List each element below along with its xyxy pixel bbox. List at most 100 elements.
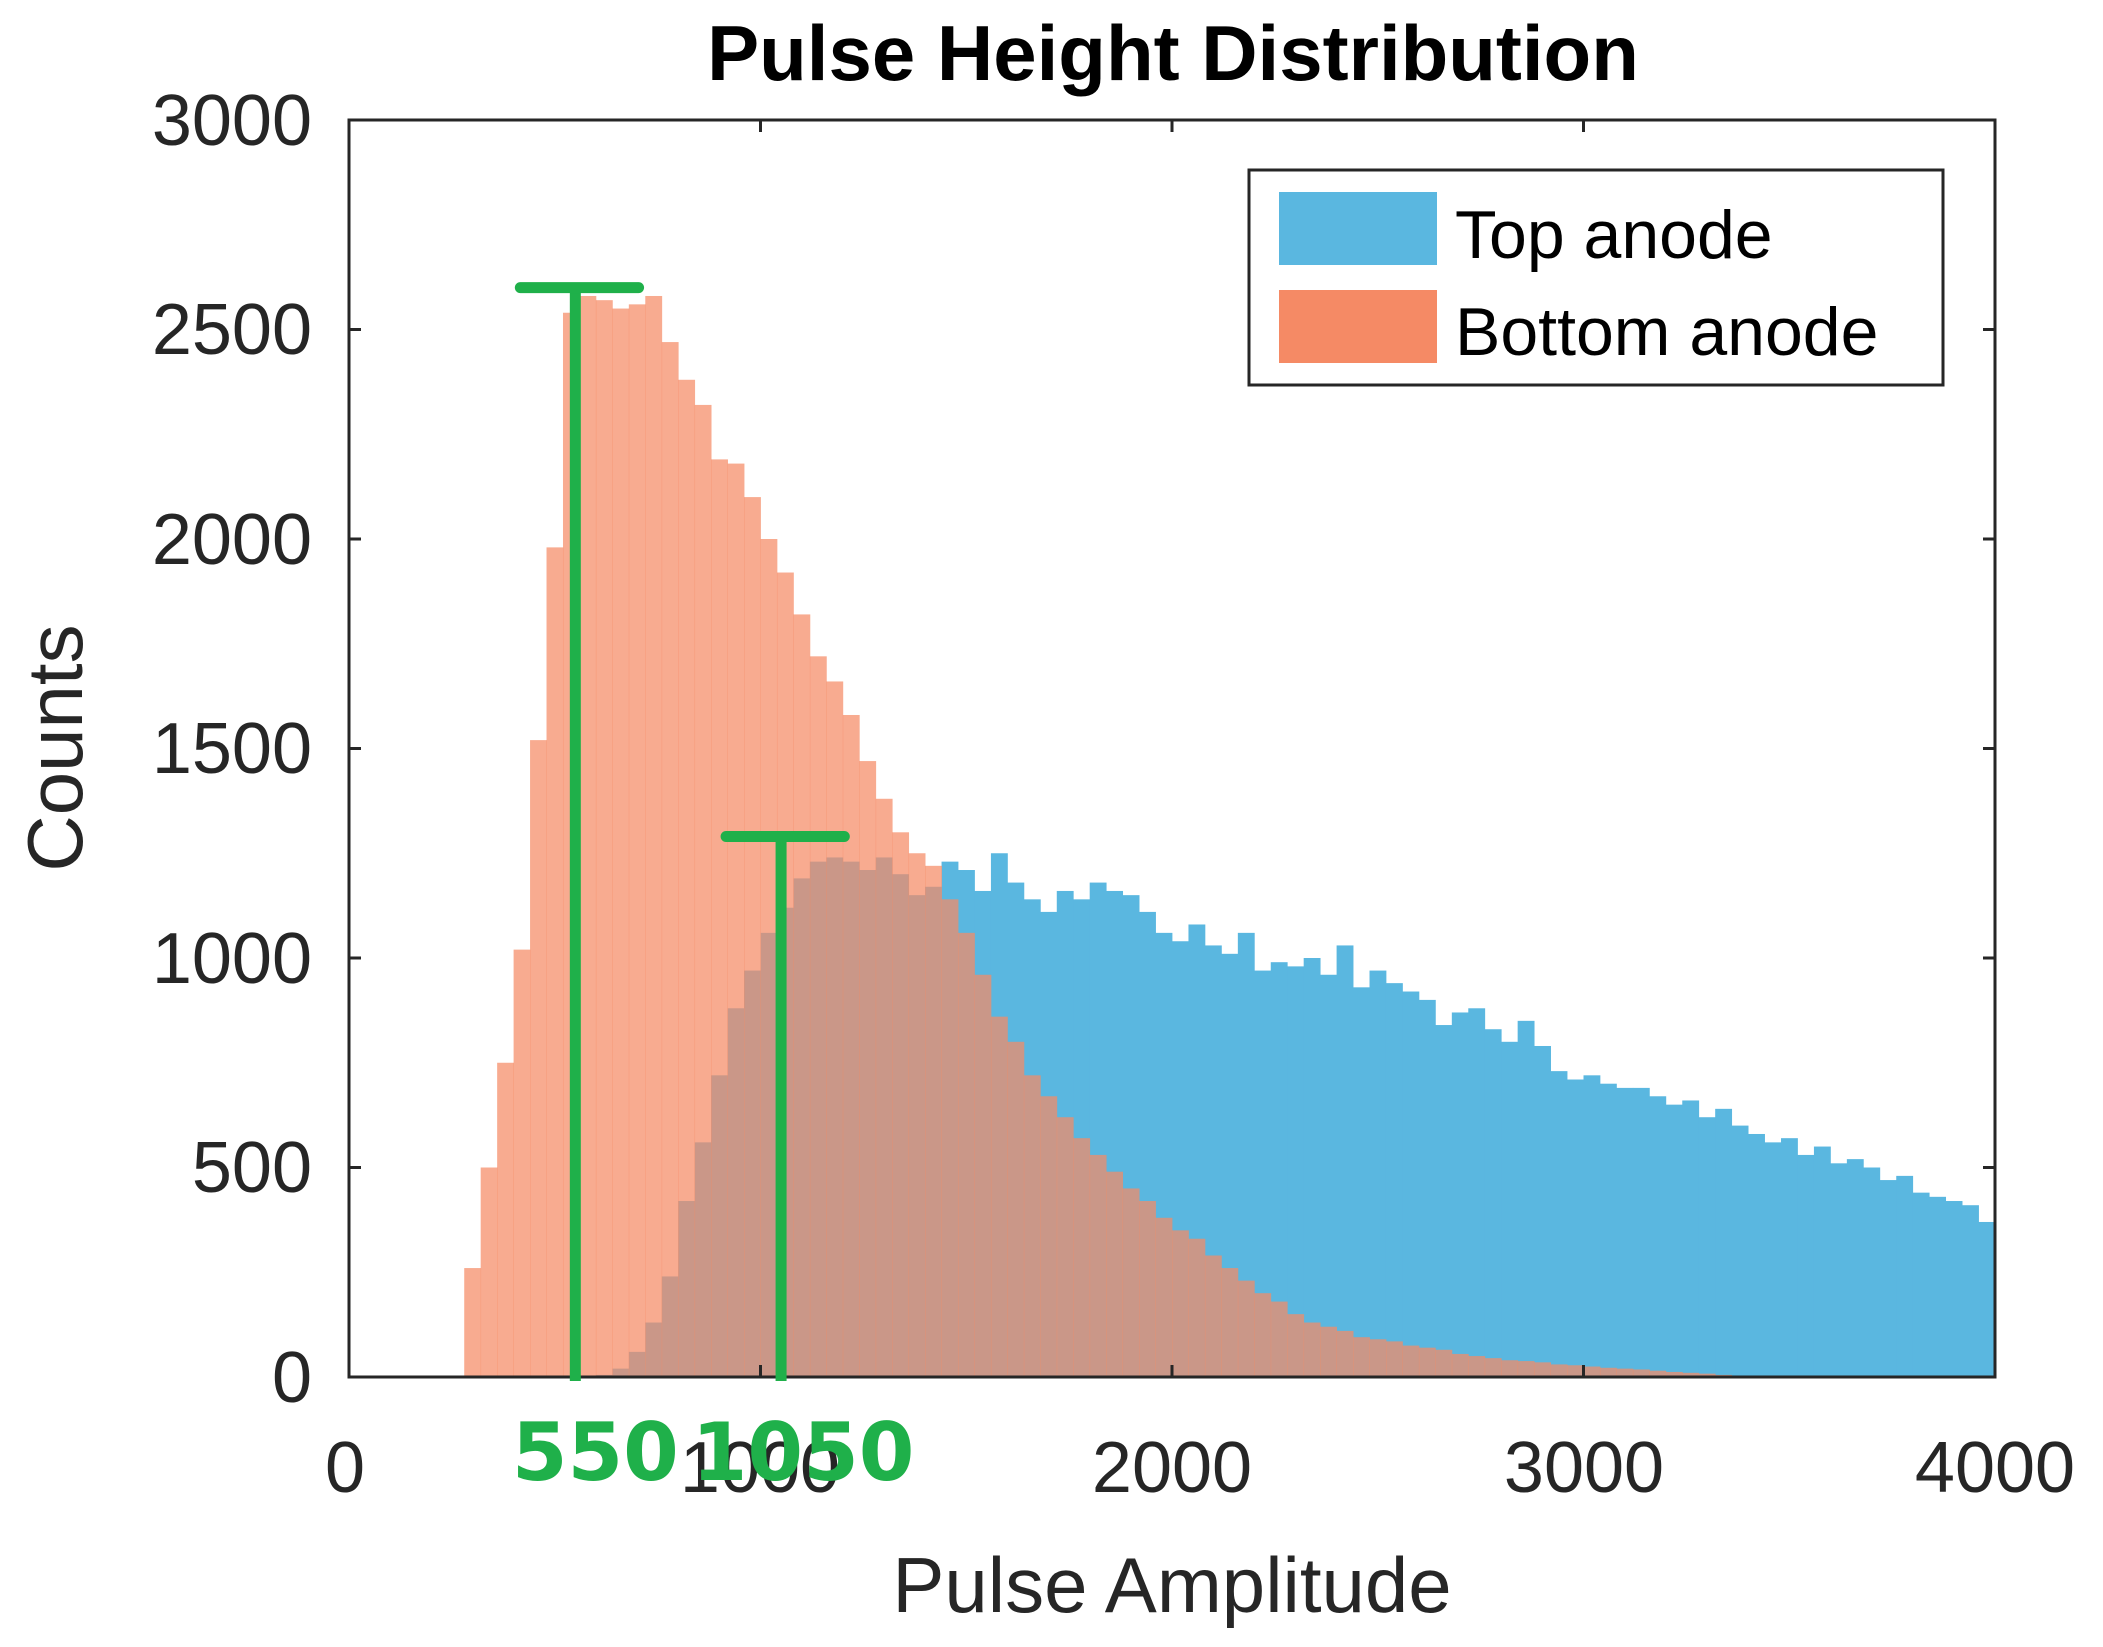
histogram-bar bbox=[694, 404, 712, 1377]
x-tick-label: 0 bbox=[325, 1428, 365, 1508]
histogram-bar bbox=[1665, 1104, 1683, 1377]
histogram-bar bbox=[1451, 1012, 1469, 1377]
histogram-bar bbox=[595, 300, 613, 1377]
histogram-bar bbox=[1303, 1322, 1321, 1377]
histogram-bar bbox=[1632, 1369, 1650, 1377]
histogram-bar bbox=[1270, 1301, 1288, 1377]
y-tick-label: 1000 bbox=[152, 919, 312, 999]
y-axis-label: Counts bbox=[11, 624, 99, 871]
histogram-bar bbox=[1237, 932, 1255, 1377]
legend-swatch-top-anode bbox=[1279, 192, 1437, 265]
histogram-bar bbox=[1221, 1268, 1239, 1377]
peak-label: 550 bbox=[512, 1406, 679, 1499]
histogram-bar bbox=[1287, 966, 1305, 1377]
histogram-bar bbox=[925, 865, 942, 1377]
histogram-bar bbox=[1731, 1125, 1749, 1377]
peak-annotations: 550 1050 bbox=[512, 282, 915, 1499]
histogram-bar bbox=[892, 832, 910, 1377]
histogram-bar bbox=[1418, 1347, 1436, 1377]
histogram-bar bbox=[1879, 1180, 1897, 1377]
histogram-bar bbox=[480, 1167, 498, 1377]
peak-label: 1050 bbox=[692, 1406, 915, 1499]
histogram-bar bbox=[1912, 1192, 1930, 1377]
histogram-bar bbox=[875, 798, 893, 1377]
histogram-bar bbox=[1534, 1362, 1551, 1377]
histogram-bar bbox=[1254, 970, 1272, 1377]
x-tick-label: 1000 bbox=[680, 1428, 840, 1508]
histogram-bar bbox=[546, 547, 564, 1377]
histogram-bar bbox=[678, 379, 696, 1377]
x-tick-label: 2000 bbox=[1092, 1428, 1252, 1508]
histogram-bar bbox=[974, 974, 992, 1377]
histogram-bar bbox=[1402, 1345, 1420, 1377]
legend: Top anode Bottom anode bbox=[1247, 168, 1945, 387]
histogram-bar bbox=[1172, 1230, 1189, 1377]
histogram-bar bbox=[1896, 1175, 1914, 1377]
histogram-bar bbox=[760, 539, 778, 1377]
histogram-bar bbox=[826, 681, 844, 1377]
histogram-bar bbox=[1385, 1341, 1403, 1377]
histogram-bar bbox=[1106, 1171, 1124, 1377]
histogram-bar bbox=[1698, 1373, 1716, 1377]
histogram-bar bbox=[1665, 1371, 1683, 1377]
histogram-bar bbox=[1517, 1020, 1535, 1377]
y-tick-label: 3000 bbox=[152, 81, 312, 161]
histogram-bar bbox=[1599, 1083, 1617, 1377]
histogram-bar bbox=[1336, 945, 1354, 1377]
histogram-bar bbox=[1682, 1372, 1700, 1377]
histogram-bar bbox=[744, 497, 761, 1378]
histogram-bar bbox=[612, 308, 630, 1377]
histogram-bar bbox=[1830, 1163, 1848, 1377]
histogram-bar bbox=[464, 1268, 482, 1377]
histogram-bar bbox=[530, 740, 547, 1377]
histogram-bar bbox=[1402, 991, 1420, 1377]
histogram-bar bbox=[711, 459, 728, 1377]
histogram-bar bbox=[1089, 1154, 1107, 1377]
histogram-bar bbox=[1649, 1096, 1667, 1377]
histogram-bar bbox=[908, 853, 926, 1377]
histogram-bar bbox=[1435, 1025, 1453, 1377]
histogram-bar bbox=[1270, 962, 1288, 1377]
x-tick-label: 4000 bbox=[1915, 1428, 2075, 1508]
histogram-bar bbox=[1188, 1238, 1206, 1377]
histogram-bar bbox=[1073, 1138, 1091, 1377]
y-tick-label: 1500 bbox=[152, 709, 312, 789]
plot-frame bbox=[347, 118, 1997, 1379]
x-axis-label: Pulse Amplitude bbox=[892, 1541, 1451, 1629]
histogram-bar bbox=[859, 761, 877, 1377]
histogram-bar bbox=[1517, 1361, 1535, 1377]
histogram-bar bbox=[1468, 1356, 1486, 1377]
chart-title: Pulse Height Distribution bbox=[707, 9, 1639, 97]
histogram-bar bbox=[579, 295, 597, 1378]
histogram-bar bbox=[661, 342, 679, 1377]
histogram-bar bbox=[1056, 1117, 1074, 1377]
histogram-bar bbox=[1353, 1337, 1370, 1377]
legend-label-bottom-anode: Bottom anode bbox=[1455, 294, 1878, 370]
histogram-bar bbox=[1978, 1221, 1996, 1377]
histogram-bar bbox=[1748, 1133, 1765, 1377]
histogram-bar bbox=[1583, 1075, 1601, 1377]
y-tick-label: 2000 bbox=[152, 500, 312, 580]
histogram-bar bbox=[1139, 1201, 1156, 1377]
histogram-bar bbox=[1567, 1365, 1584, 1377]
histogram-bar bbox=[1369, 970, 1387, 1377]
histogram-bar bbox=[1007, 1041, 1025, 1377]
histogram-bar bbox=[1682, 1100, 1700, 1377]
histogram-bar bbox=[1320, 974, 1337, 1377]
histogram-bar bbox=[1435, 1349, 1453, 1377]
histogram-bar bbox=[1237, 1280, 1255, 1377]
legend-swatch-bottom-anode bbox=[1279, 290, 1437, 363]
histogram-bar bbox=[941, 899, 959, 1377]
histogram-bar bbox=[958, 932, 975, 1377]
histogram-bar bbox=[1023, 1075, 1041, 1377]
histogram-bar bbox=[1451, 1353, 1469, 1377]
histogram-bar bbox=[497, 1062, 514, 1377]
y-tick-label: 500 bbox=[192, 1128, 312, 1208]
histogram-bar bbox=[645, 295, 663, 1378]
histogram-bar bbox=[1320, 1326, 1337, 1377]
histogram-bar bbox=[1040, 1096, 1058, 1377]
histogram-bar bbox=[1204, 1255, 1222, 1377]
histogram-bar bbox=[1353, 987, 1370, 1377]
histogram-bar bbox=[1616, 1087, 1634, 1377]
x-tick-labels: 0 1000 2000 3000 4000 bbox=[325, 1428, 2075, 1508]
